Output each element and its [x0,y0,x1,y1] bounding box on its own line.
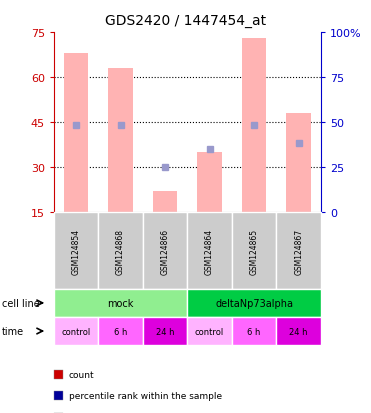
Text: control: control [62,327,91,336]
Text: GDS2420 / 1447454_at: GDS2420 / 1447454_at [105,14,266,28]
Text: cell line: cell line [2,298,40,308]
Text: control: control [195,327,224,336]
Text: GSM124867: GSM124867 [294,228,303,274]
Text: count: count [69,370,94,379]
Text: GSM124864: GSM124864 [205,228,214,274]
Bar [153,192,177,213]
Text: GSM124854: GSM124854 [72,228,81,274]
Text: 6 h: 6 h [247,327,261,336]
Text: 6 h: 6 h [114,327,127,336]
Text: percentile rank within the sample: percentile rank within the sample [69,391,222,400]
Text: 24 h: 24 h [156,327,174,336]
Bar [64,54,88,213]
Text: GSM124865: GSM124865 [250,228,259,274]
Text: GSM124868: GSM124868 [116,228,125,274]
Bar [197,153,222,213]
Bar [108,69,133,213]
Text: 24 h: 24 h [289,327,308,336]
Text: time: time [2,326,24,336]
Text: deltaNp73alpha: deltaNp73alpha [215,298,293,308]
Bar [286,114,311,213]
Text: GSM124866: GSM124866 [161,228,170,274]
Text: mock: mock [107,298,134,308]
Bar [242,39,266,213]
